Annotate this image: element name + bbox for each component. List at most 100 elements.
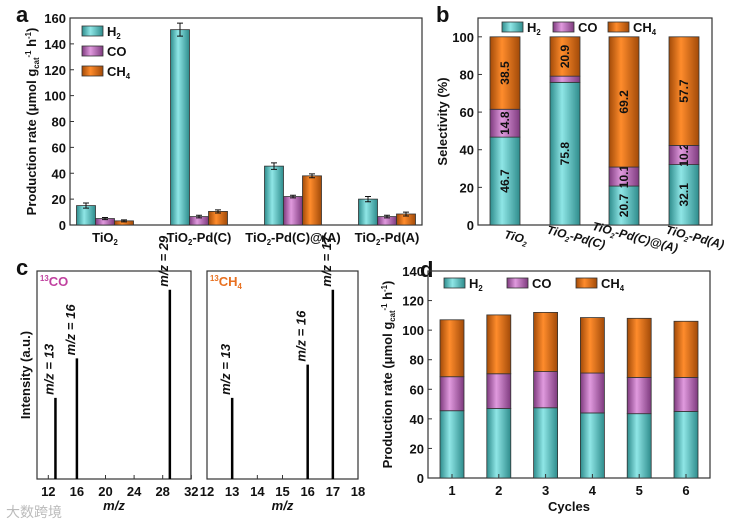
bar-segment-CH4 [549,36,581,77]
bar-CO [283,196,303,226]
bar-segment-H2 [580,412,605,479]
legend-swatch-H2 [81,25,104,37]
segment-value-label: 10.1 [617,165,631,189]
y-axis-label: Production rate (μmol gcat-1 h-1) [24,28,41,216]
y-tick-label: 100 [44,89,66,104]
y-tick-label: 40 [460,143,474,158]
y-axis-label: Selectivity (%) [435,77,450,165]
bar-segment-CO [626,377,652,415]
y-tick-label: 140 [402,264,424,279]
x-tick-label: 16 [70,484,84,499]
y-tick-label: 100 [452,30,474,45]
legend-swatch-H2 [443,277,466,289]
x-axis-label: m/z [103,498,125,513]
y-axis-label: Production rate (μmol gcat-1 h-1) [380,281,397,469]
error-bar [83,202,89,209]
legend-label-H2: H2 [469,276,483,293]
bar-segment-H2 [439,410,465,479]
bar-segment-CH4 [626,317,652,378]
segment-value-label: 20.7 [617,194,631,218]
bar-segment-H2 [486,408,512,479]
error-bar [177,22,183,37]
bar-segment-CH4 [439,319,465,378]
y-tick-label: 0 [59,218,66,233]
bar-segment-CO [549,75,581,83]
x-tick-label: TiO2 [92,230,118,247]
subplot-title: 13CO [40,274,68,289]
peak-label: m/z = 16 [63,304,78,356]
watermark: 大数跨境 [6,504,62,520]
segment-value-label: 38.5 [498,61,512,85]
panel-letter-c: c [16,255,28,280]
legend-swatch-CO [552,21,575,33]
error-bar [215,209,221,214]
peak-label: m/z = 17 [319,235,334,287]
legend-label-H2: H2 [107,24,121,41]
segment-value-label: 57.7 [677,79,691,103]
error-bar [365,196,371,203]
x-tick-label: 17 [326,484,340,499]
x-axis-label: Cycles [548,499,590,514]
peak-label: m/z = 16 [294,310,309,362]
x-tick-label: 5 [636,483,643,498]
bar-segment-CO [439,376,465,412]
y-tick-label: 120 [402,294,424,309]
x-tick-label: 1 [448,483,455,498]
x-tick-label: 15 [275,484,289,499]
legend-swatch-CO [506,277,529,289]
y-tick-label: 80 [410,353,424,368]
error-bar [102,216,108,221]
error-bar [403,211,409,217]
y-tick-label: 60 [52,140,66,155]
segment-value-label: 14.8 [498,111,512,135]
x-tick-label: 12 [200,484,214,499]
y-tick-label: 20 [460,180,474,195]
bar-CH4 [302,175,322,226]
y-tick-label: 0 [417,471,424,486]
bar-segment-CH4 [489,36,521,110]
x-tick-label: 16 [300,484,314,499]
y-tick-label: 80 [52,115,66,130]
x-tick-label: TiO2-Pd(C) [167,230,232,247]
legend-label-CH4: CH4 [107,64,131,81]
subplot-title: 13CH4 [210,274,242,291]
y-tick-label: 80 [460,67,474,82]
y-tick-label: 120 [44,63,66,78]
error-bar [309,173,315,179]
segment-value-label: 20.9 [558,44,572,68]
peak-label: m/z = 29 [156,235,171,287]
x-axis-label: m/z [272,498,294,513]
y-axis-label: Intensity (a.u.) [18,331,33,419]
bar-segment-CO [486,373,512,409]
x-tick-label: TiO2 [502,227,529,249]
y-tick-label: 40 [410,412,424,427]
panel-letter-b: b [436,2,449,27]
x-tick-label: 6 [682,483,689,498]
panel-letter-d: d [420,257,433,282]
y-tick-label: 100 [402,323,424,338]
error-bar [271,162,277,170]
bar-segment-H2 [533,407,558,479]
bar-segment-H2 [489,136,521,226]
x-tick-label: 18 [351,484,365,499]
x-tick-label: TiO2-Pd(A) [355,230,420,247]
bar-segment-CH4 [580,317,605,374]
bar-segment-CO [580,372,605,414]
peak-label: m/z = 13 [218,343,233,395]
error-bar [196,214,202,219]
bar-segment-CO [533,371,558,409]
legend-swatch-CH4 [575,277,598,289]
bar-H2 [358,198,378,226]
legend-label-CO: CO [578,20,598,35]
panel-c-subplot-1 [36,270,192,480]
bar-segment-CH4 [668,36,700,146]
bar-segment-CO [673,377,699,412]
panel-b-plot-area [477,17,713,226]
x-tick-label: 28 [155,484,169,499]
bar-segment-CO [489,108,521,138]
legend-label-H2: H2 [527,20,541,37]
x-tick-label: 13 [225,484,239,499]
bar-segment-H2 [626,413,652,479]
segment-value-label: 10.2 [677,143,691,167]
bar-segment-CH4 [673,320,699,378]
